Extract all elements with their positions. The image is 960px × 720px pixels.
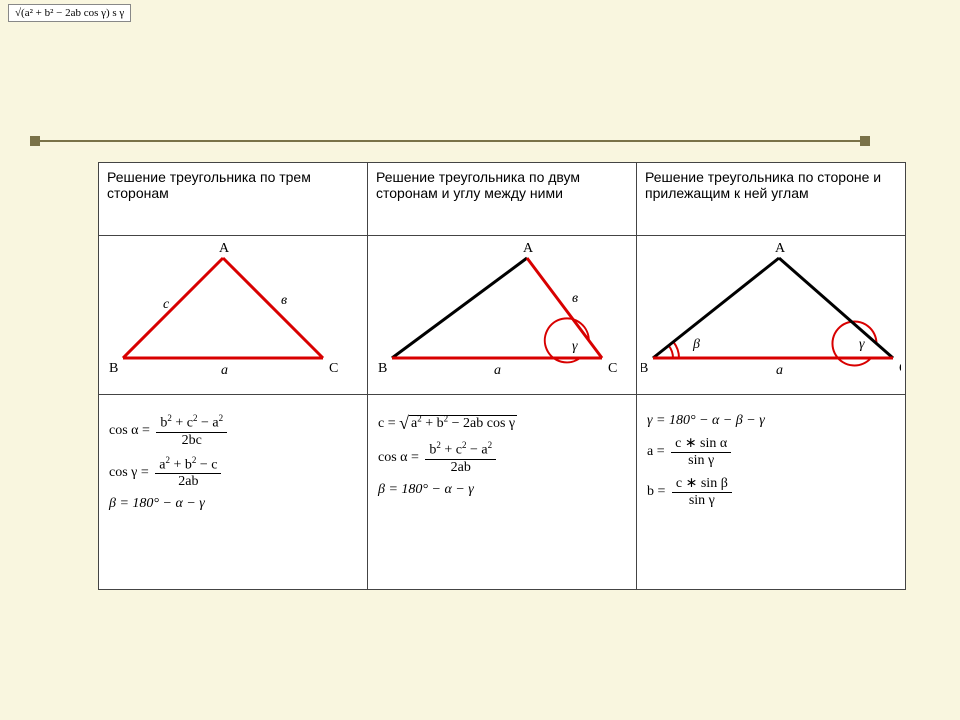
header-row: Решение треугольника по трем сторонам Ре… <box>99 163 906 236</box>
divider-cap-left <box>30 136 40 146</box>
svg-text:γ: γ <box>859 337 865 352</box>
root-formula: √(a² + b² − 2ab cos γ) s γ <box>8 4 131 22</box>
col3-formulas: γ = 180° − α − β − γa = c ∗ sin αsin γb … <box>637 395 906 590</box>
col3-title: Решение треугольника по стороне и прилеж… <box>637 163 906 236</box>
divider-line <box>30 140 870 142</box>
svg-text:B: B <box>109 361 118 376</box>
diagram-row: c в a A B C γ в a A B C β γ a A B C <box>99 236 906 395</box>
svg-text:a: a <box>494 363 501 378</box>
col1-title: Решение треугольника по трем сторонам <box>99 163 368 236</box>
svg-text:A: A <box>219 241 230 256</box>
svg-text:в: в <box>281 293 287 308</box>
svg-text:C: C <box>329 361 338 376</box>
col3-diagram: β γ a A B C <box>637 236 906 395</box>
svg-text:A: A <box>775 241 786 256</box>
svg-text:a: a <box>221 363 228 378</box>
solutions-table: Решение треугольника по трем сторонам Ре… <box>98 162 906 590</box>
svg-text:γ: γ <box>572 339 578 354</box>
svg-text:A: A <box>523 241 534 256</box>
col1-formulas: cos α = b2 + c2 − a22bccos γ = a2 + b2 −… <box>99 395 368 590</box>
formula-row: cos α = b2 + c2 − a22bccos γ = a2 + b2 −… <box>99 395 906 590</box>
svg-text:a: a <box>776 363 783 378</box>
svg-text:β: β <box>692 337 700 352</box>
col2-formulas: c = √a2 + b2 − 2ab cos γcos α = b2 + c2 … <box>368 395 637 590</box>
svg-text:C: C <box>899 361 901 376</box>
col1-diagram: c в a A B C <box>99 236 368 395</box>
svg-text:c: c <box>163 297 170 312</box>
svg-text:B: B <box>641 361 648 376</box>
svg-text:B: B <box>378 361 387 376</box>
svg-text:C: C <box>608 361 617 376</box>
divider-cap-right <box>860 136 870 146</box>
col2-title: Решение треугольника по двум сторонам и … <box>368 163 637 236</box>
col2-diagram: γ в a A B C <box>368 236 637 395</box>
svg-text:в: в <box>572 291 578 306</box>
